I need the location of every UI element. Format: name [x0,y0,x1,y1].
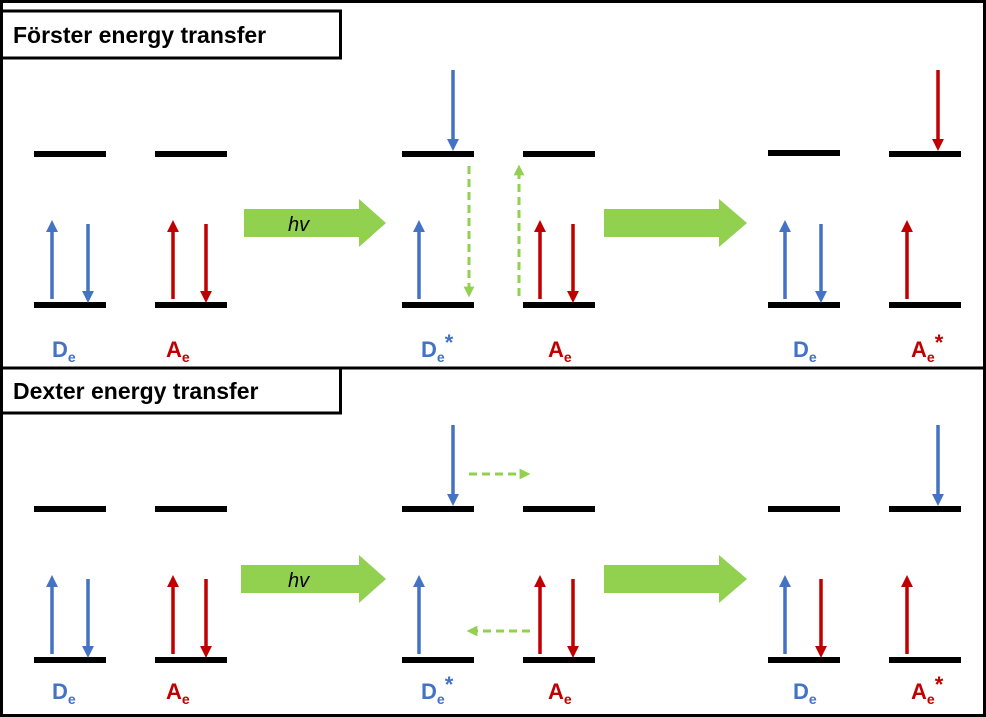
species-label: De [52,337,76,365]
species-label: De [793,679,817,707]
species-label: Ae* [911,330,944,365]
dexter-exchange-arrows [466,468,531,637]
species-label: De [52,679,76,707]
forster-species-labels: De Ae De* Ae De Ae* [52,330,944,365]
species-label: Ae [166,337,190,365]
species-label: De* [421,330,454,365]
species-label: Ae* [911,672,944,707]
species-label: De [793,337,817,365]
photon-label: hv [288,570,310,592]
forster-electron-spins [46,70,944,303]
dexter-electron-spins [46,425,944,658]
photon-absorption-arrow [241,555,386,603]
dexter-panel: Dexter energy transfer [0,366,961,707]
photon-absorption-arrow [244,199,386,247]
dexter-species-labels: De Ae De* Ae De Ae* [52,672,944,707]
forster-panel: Förster energy transfer [0,9,961,365]
dexter-title: Dexter energy transfer [13,378,258,404]
forster-title: Förster energy transfer [13,22,266,48]
energy-transfer-arrow [604,199,747,247]
forster-energy-levels [34,150,961,308]
dexter-title-box [0,366,342,415]
species-label: Ae [548,337,572,365]
species-label: Ae [166,679,190,707]
species-label: Ae [548,679,572,707]
photon-label: hv [288,214,310,236]
energy-transfer-arrow [604,555,747,603]
forster-title-box [0,9,342,60]
dexter-energy-levels [34,506,961,663]
forster-resonance-arrows [463,164,525,298]
species-label: De* [421,672,454,707]
